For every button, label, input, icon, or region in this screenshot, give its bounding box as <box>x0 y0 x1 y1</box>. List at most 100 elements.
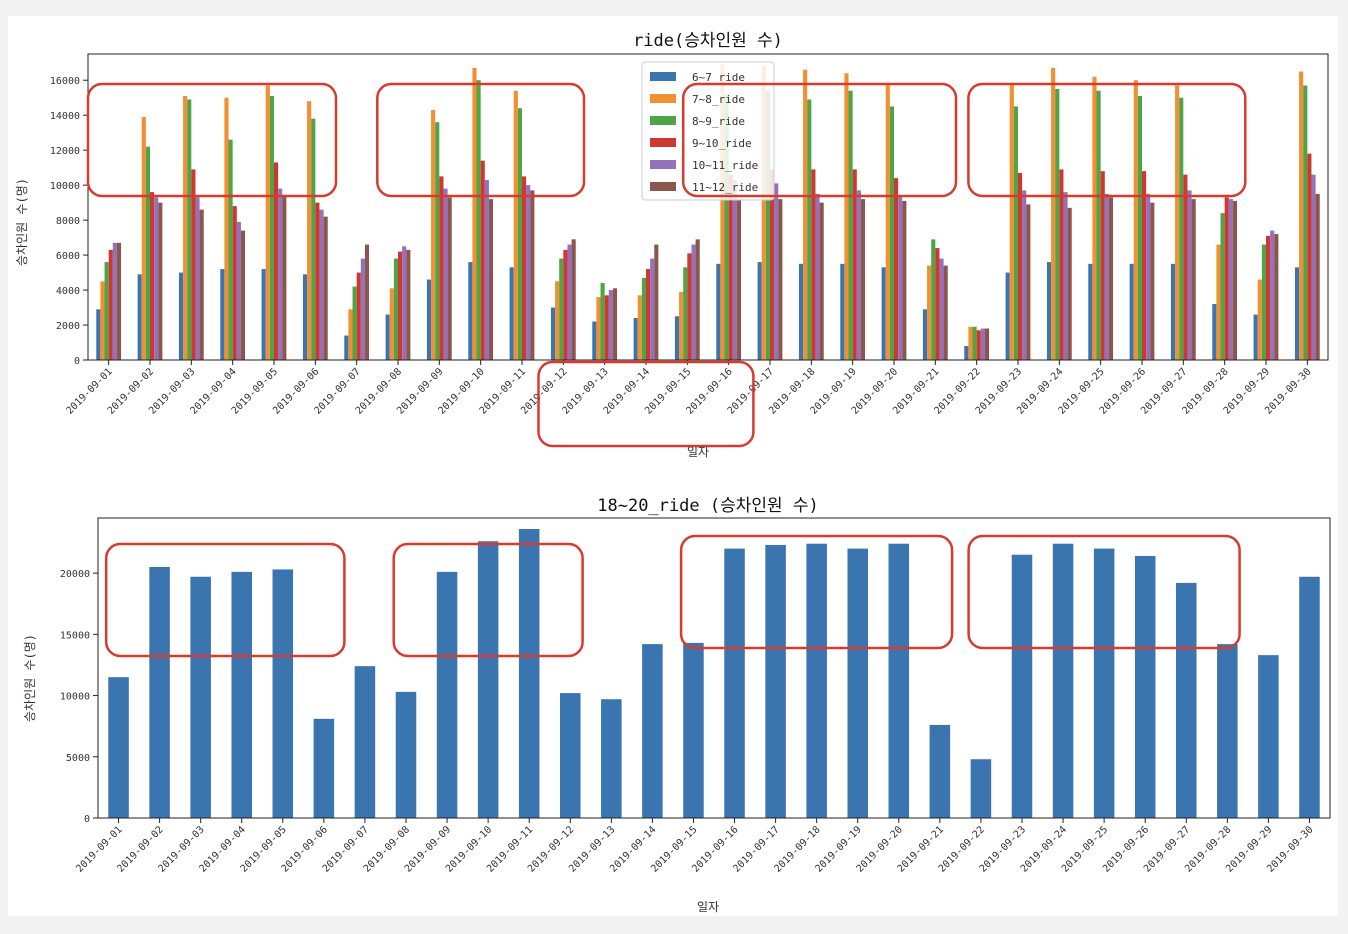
bar-8-9-ride-2019-09-27 <box>1179 97 1184 361</box>
bar-6-7-ride-2019-09-07 <box>344 335 349 360</box>
bar-9-10-ride-2019-09-11 <box>522 176 527 360</box>
bar-7-8-ride-2019-09-30 <box>1299 71 1304 361</box>
y-ticks: 0 2000 4000 6000 8000 10000 12000 14000 16000 <box>50 76 88 367</box>
bar-6-7-ride-2019-09-24 <box>1046 262 1052 360</box>
highlight-box <box>86 82 338 198</box>
legend-swatch <box>650 72 676 81</box>
bar-8-9-ride-2019-09-02 <box>145 146 150 360</box>
y-tick-label: 12000 <box>50 146 80 157</box>
bar-6-7-ride-2019-09-23 <box>1005 272 1010 360</box>
bar-9-10-ride-2019-09-03 <box>191 169 196 360</box>
bar-10-11-ride-2019-09-17 <box>774 183 779 360</box>
bar-11-12-ride-2019-09-04 <box>240 230 246 360</box>
bar-series-2019-09-11 <box>518 529 540 818</box>
bar-6-7-ride-2019-09-22 <box>964 346 969 360</box>
bar-8-9-ride-2019-09-22 <box>972 326 977 360</box>
legend-swatch <box>650 94 676 103</box>
bar-8-9-ride-2019-09-05 <box>269 95 274 360</box>
legend-label: 10~11_ride <box>692 159 758 172</box>
bar-7-8-ride-2019-09-09 <box>431 109 436 360</box>
bar-8-9-ride-2019-09-25 <box>1096 90 1101 360</box>
bar-7-8-ride-2019-09-07 <box>348 309 353 360</box>
bar-9-10-ride-2019-09-09 <box>439 176 444 360</box>
bar-7-8-ride-2019-09-04 <box>224 97 229 361</box>
bar-6-7-ride-2019-09-09 <box>426 279 432 360</box>
y-tick-label: 4000 <box>56 286 80 297</box>
bar-6-7-ride-2019-09-10 <box>468 262 473 360</box>
bar-10-11-ride-2019-09-08 <box>402 246 407 360</box>
bar-series-2019-09-19 <box>847 548 868 818</box>
highlight-box <box>376 82 586 198</box>
highlight-box <box>681 82 958 198</box>
bar-7-8-ride-2019-09-25 <box>1092 76 1097 361</box>
bar-8-9-ride-2019-09-09 <box>435 122 440 360</box>
bar-series-2019-09-02 <box>149 566 170 818</box>
bar-9-10-ride-2019-09-04 <box>232 206 237 360</box>
bar-11-12-ride-2019-09-13 <box>612 288 618 360</box>
bar-10-11-ride-2019-09-19 <box>856 190 861 360</box>
bar-9-10-ride-2019-09-10 <box>480 160 485 360</box>
bar-series-2019-09-23 <box>1011 554 1033 818</box>
bar-11-12-ride-2019-09-09 <box>447 197 452 360</box>
bar-11-12-ride-2019-09-03 <box>199 209 204 360</box>
x-ticks: 2019-09-012019-09-022019-09-032019-09-04… <box>64 360 1313 417</box>
y-tick-label: 2000 <box>56 321 80 332</box>
y-tick-label: 15000 <box>60 630 90 641</box>
bar-6-7-ride-2019-09-30 <box>1294 267 1300 360</box>
bar-series-2019-09-01 <box>108 677 129 818</box>
bar-8-9-ride-2019-09-13 <box>600 283 605 360</box>
bar-series-2019-09-18 <box>806 543 827 818</box>
bar-series-2019-09-10 <box>477 541 499 818</box>
bar-10-11-ride-2019-09-20 <box>898 195 903 360</box>
bar-9-10-ride-2019-09-07 <box>356 272 361 360</box>
bar-9-10-ride-2019-09-28 <box>1224 197 1229 360</box>
bar-6-7-ride-2019-09-12 <box>550 307 556 360</box>
bar-6-7-ride-2019-09-01 <box>96 309 101 360</box>
bar-6-7-ride-2019-09-04 <box>220 269 225 360</box>
bar-7-8-ride-2019-09-13 <box>596 297 601 360</box>
bar-8-9-ride-2019-09-06 <box>311 118 316 360</box>
bar-11-12-ride-2019-09-16 <box>736 199 742 360</box>
legend-swatch <box>650 138 676 147</box>
bar-series-2019-09-17 <box>765 544 786 818</box>
legend-swatch <box>650 116 676 125</box>
bar-10-11-ride-2019-09-26 <box>1146 193 1151 360</box>
y-tick-label: 10000 <box>60 692 90 703</box>
legend: 6~7_ride 7~8_ride 8~9_ride 9~10_ride 10~11_r… <box>641 61 775 201</box>
y-ticks: 0 5000 10000 15000 20000 <box>60 569 98 825</box>
bar-6-7-ride-2019-09-21 <box>922 309 928 360</box>
bar-10-11-ride-2019-09-13 <box>608 290 613 360</box>
bar-series-2019-09-21 <box>929 724 951 818</box>
bar-series-2019-09-08 <box>395 691 417 818</box>
bar-11-12-ride-2019-09-22 <box>984 328 990 360</box>
plot-frame <box>87 53 1329 361</box>
bar-9-10-ride-2019-09-27 <box>1183 174 1188 360</box>
legend-label: 7~8_ride <box>692 93 745 106</box>
bar-7-8-ride-2019-09-21 <box>927 265 932 360</box>
bar-9-10-ride-2019-09-24 <box>1059 169 1064 360</box>
bar-11-12-ride-2019-09-07 <box>364 244 370 360</box>
bar-9-10-ride-2019-09-01 <box>108 249 113 360</box>
bar-11-12-ride-2019-09-30 <box>1315 193 1320 360</box>
bar-11-12-ride-2019-09-05 <box>282 195 287 360</box>
bar-6-7-ride-2019-09-26 <box>1129 263 1134 360</box>
x-axis-label: 일자 <box>687 445 709 459</box>
bar-9-10-ride-2019-09-08 <box>398 251 403 360</box>
bar-8-9-ride-2019-09-12 <box>559 258 564 360</box>
bar-7-8-ride-2019-09-24 <box>1051 67 1056 361</box>
bar-10-11-ride-2019-09-07 <box>360 258 365 360</box>
bar-7-8-ride-2019-09-15 <box>679 291 684 360</box>
bar-8-9-ride-2019-09-08 <box>393 258 398 360</box>
bar-group <box>96 64 1320 361</box>
bar-7-8-ride-2019-09-17 <box>761 66 766 361</box>
bar-9-10-ride-2019-09-16 <box>728 174 733 360</box>
bar-9-10-ride-2019-09-05 <box>274 162 279 360</box>
bar-group <box>108 529 1320 818</box>
bar-10-11-ride-2019-09-25 <box>1104 193 1109 360</box>
bar-6-7-ride-2019-09-13 <box>592 321 597 360</box>
bar-6-7-ride-2019-09-19 <box>840 263 845 360</box>
legend-swatch <box>650 160 676 169</box>
bar-10-11-ride-2019-09-10 <box>484 179 489 360</box>
bar-8-9-ride-2019-09-03 <box>187 99 192 361</box>
y-tick-label: 0 <box>84 814 90 825</box>
